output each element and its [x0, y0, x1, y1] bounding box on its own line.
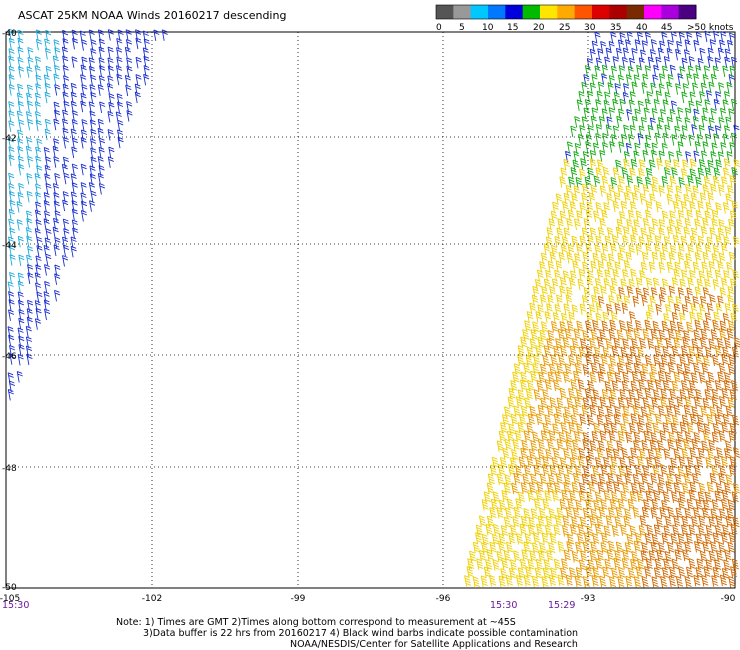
lon-label: -99 [291, 594, 306, 604]
legend-swatch [436, 5, 454, 19]
lon-label: -105 [0, 594, 20, 604]
swath-time-label: 15:30 [2, 600, 30, 611]
legend-label: 0 [436, 23, 442, 33]
wind-barb-group [464, 158, 740, 588]
legend-swatch [505, 5, 524, 19]
legend-label: 25 [559, 23, 570, 33]
lon-label: -96 [436, 594, 451, 604]
legend-swatch [678, 5, 697, 19]
lat-label: -48 [2, 464, 17, 474]
footnote-line-2: 3)Data buffer is 22 hrs from 20160217 4)… [143, 628, 579, 639]
legend-label: 10 [482, 23, 494, 33]
lat-label: -40 [2, 29, 17, 39]
legend-swatch [470, 5, 489, 19]
legend-swatch [661, 5, 680, 19]
lat-label: -50 [2, 583, 17, 593]
swath-time-label: 15:30 [490, 600, 518, 611]
wind-barb-group [577, 285, 740, 588]
footnote-line-1: Note: 1) Times are GMT 2)Times along bot… [116, 617, 516, 628]
lon-label: -102 [142, 594, 162, 604]
legend-swatch [626, 5, 645, 19]
legend-label: 5 [459, 23, 465, 33]
wind-barb-group [7, 29, 168, 401]
legend-swatch [609, 5, 628, 19]
wind-barb-group [7, 28, 61, 293]
map-title: ASCAT 25KM NOAA Winds 20160217 descendin… [18, 9, 287, 22]
legend-swatch [592, 5, 610, 19]
wind-barb-group [566, 64, 738, 189]
legend-swatch [453, 5, 472, 19]
legend-label: 40 [636, 23, 648, 33]
legend-swatch [644, 5, 662, 19]
wind-barbs-east-swath [464, 30, 740, 588]
legend-label: 15 [507, 23, 518, 33]
lon-label: -90 [721, 594, 736, 604]
lat-label: -46 [2, 352, 17, 362]
swath-time-label: 15:29 [548, 600, 576, 611]
legend-swatch [488, 5, 506, 19]
legend-label: 30 [584, 23, 596, 33]
legend-label: 20 [533, 23, 545, 33]
legend-label: 35 [610, 23, 621, 33]
footnote-line-3: NOAA/NESDIS/Center for Satellite Applica… [290, 639, 578, 650]
plot-frame [5, 31, 736, 589]
graticule [6, 32, 735, 588]
wind-barb-group [565, 30, 740, 163]
lat-label: -44 [2, 241, 17, 251]
legend-swatch [557, 5, 576, 19]
wind-speed-legend [435, 4, 697, 20]
legend-label: 45 [661, 23, 672, 33]
legend-swatch [522, 5, 541, 19]
lon-label: -93 [581, 594, 596, 604]
legend-label: >50 knots [687, 23, 734, 33]
wind-barb-group [511, 320, 740, 588]
lat-label: -42 [2, 134, 17, 144]
legend-swatch [540, 5, 558, 19]
legend-swatch [574, 5, 593, 19]
wind-barbs-west-swath [7, 28, 168, 401]
